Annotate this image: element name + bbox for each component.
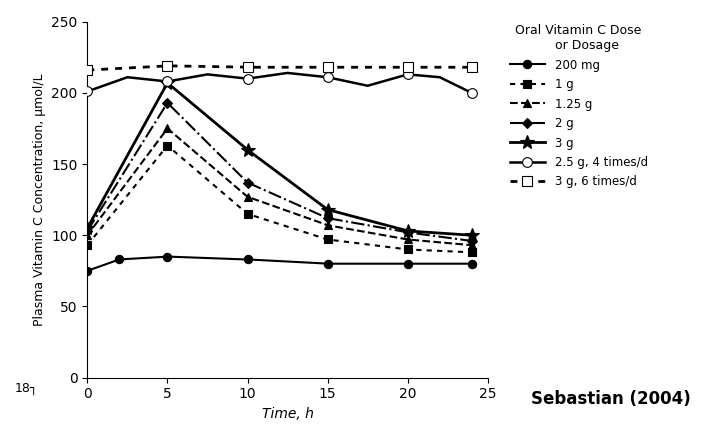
Text: 18┐: 18┐ <box>15 382 38 395</box>
Y-axis label: Plasma Vitamin C Concentration, μmol/L: Plasma Vitamin C Concentration, μmol/L <box>33 73 46 326</box>
Legend: 200 mg, 1 g, 1.25 g, 2 g, 3 g, 2.5 g, 4 times/d, 3 g, 6 times/d: 200 mg, 1 g, 1.25 g, 2 g, 3 g, 2.5 g, 4 … <box>510 24 648 188</box>
Text: Sebastian (2004): Sebastian (2004) <box>531 390 691 408</box>
X-axis label: Time, h: Time, h <box>261 407 314 421</box>
